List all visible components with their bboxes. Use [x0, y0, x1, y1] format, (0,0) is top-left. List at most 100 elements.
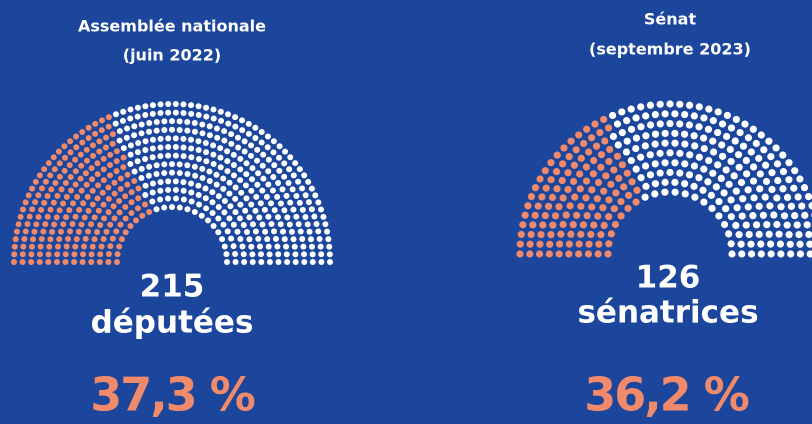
seat [283, 251, 290, 258]
seat [107, 161, 114, 168]
seat [188, 110, 195, 117]
seat [221, 243, 228, 250]
seat [29, 185, 36, 192]
seat [723, 111, 732, 120]
seat [149, 110, 156, 117]
seat [184, 118, 191, 125]
seat [122, 215, 129, 222]
seat [780, 212, 789, 220]
seat [47, 172, 54, 179]
seat [605, 213, 613, 221]
seat [765, 137, 773, 145]
seat [225, 120, 232, 127]
seat [676, 100, 684, 108]
seat [134, 113, 141, 120]
seat [270, 149, 277, 156]
seat [228, 235, 235, 242]
seat [318, 259, 325, 265]
seat [661, 178, 669, 186]
seat [52, 179, 59, 186]
seat [248, 187, 255, 194]
seat [256, 214, 263, 221]
seat [96, 138, 103, 145]
seat [75, 228, 82, 235]
seat [690, 162, 699, 170]
seat [642, 112, 650, 120]
seat [575, 131, 583, 139]
seat [700, 165, 708, 173]
seat [234, 134, 241, 141]
seat [100, 235, 107, 242]
seat [564, 169, 572, 177]
seat [79, 128, 86, 135]
seat [31, 228, 38, 235]
seat [681, 110, 689, 119]
seat [292, 160, 299, 167]
seat [213, 125, 220, 132]
seat [730, 172, 738, 180]
seat [217, 108, 224, 115]
seat [32, 178, 39, 185]
chart-title: Assemblée nationale [78, 17, 266, 36]
seat [255, 235, 262, 242]
seat [547, 231, 555, 239]
seat [749, 125, 757, 133]
seat [161, 118, 168, 125]
seat [88, 176, 95, 183]
seat [215, 203, 222, 210]
seat [756, 185, 764, 193]
seat [787, 250, 795, 258]
seat [232, 195, 239, 202]
seat [97, 251, 104, 258]
seat [270, 138, 277, 145]
seat [733, 204, 741, 212]
seat [539, 221, 547, 229]
seat [777, 250, 785, 258]
seat [95, 182, 102, 189]
seat [744, 186, 752, 194]
seat [22, 228, 29, 235]
seat [756, 170, 764, 178]
seat [149, 198, 156, 205]
seat [607, 230, 615, 238]
seat [44, 193, 51, 200]
seat [705, 105, 713, 113]
seat [302, 192, 309, 199]
seat [103, 228, 110, 235]
seat [786, 240, 794, 248]
seat [627, 125, 636, 133]
seat [63, 243, 70, 250]
seat [801, 211, 809, 219]
seat [56, 207, 63, 214]
seat [524, 202, 532, 210]
seat [808, 202, 812, 210]
seat [259, 187, 266, 194]
count-label: sénatrices [577, 295, 758, 331]
seat [134, 149, 141, 156]
seat [632, 198, 640, 206]
seat [29, 206, 36, 213]
seat [98, 243, 105, 250]
seat [239, 117, 246, 124]
seat [564, 185, 572, 194]
seat [624, 204, 632, 212]
seat [536, 175, 544, 183]
seat [241, 138, 248, 145]
seat [576, 185, 584, 193]
seat [135, 140, 142, 147]
seat [299, 236, 306, 243]
seat [105, 114, 112, 121]
seat [226, 179, 233, 186]
seat [142, 138, 149, 145]
seat [714, 161, 722, 169]
seat [237, 201, 244, 208]
seat [270, 173, 277, 180]
seat [82, 235, 89, 242]
seat [301, 172, 308, 179]
seat [258, 259, 265, 265]
seat [676, 169, 684, 177]
seat [326, 243, 333, 250]
seat [271, 162, 278, 169]
seat [266, 251, 273, 258]
